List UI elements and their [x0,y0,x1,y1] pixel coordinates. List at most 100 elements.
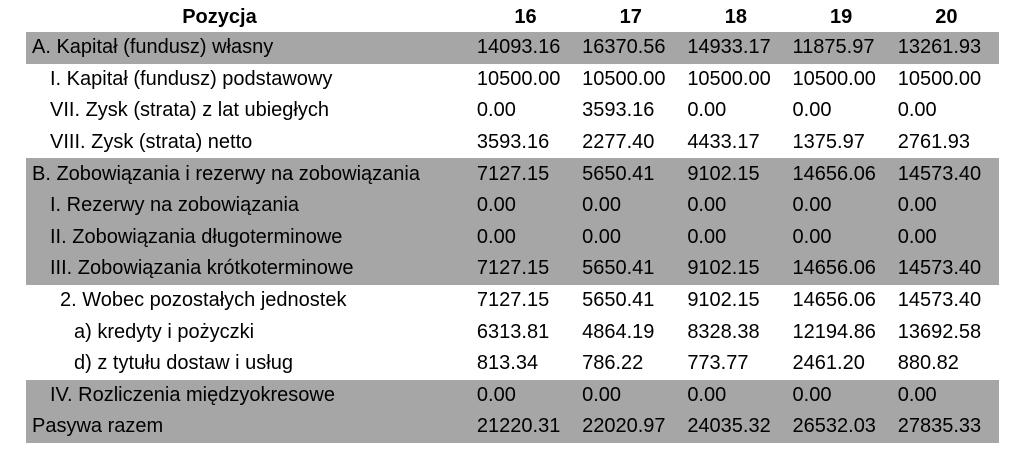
row-value-year-20: 2761.93 [897,131,971,154]
row-label: VII. Zysk (strata) z lat ubiegłych [50,99,329,122]
row-value-year-16: 0.00 [472,189,579,222]
row-value-year-18: 9102.15 [683,253,789,285]
row-value-year-17: 0.00 [578,221,684,254]
table-row: VII. Zysk (strata) z lat ubiegłych 0.00 35… [26,95,999,127]
row-value-year-20: 13261.93 [893,32,999,64]
row-value-year-19: 10500.00 [792,67,876,90]
row-value-year-18: 4433.17 [687,131,760,154]
row-value-year-18: 0.00 [683,189,789,222]
row-value-year-16: 10500.00 [476,67,561,90]
row-label: II. Zobowiązania długoterminowe [26,221,473,254]
row-value-year-20: 14573.40 [897,289,982,312]
row-value-year-18: 0.00 [687,99,727,122]
table-row: I. Kapitał (fundusz) podstawowy 10500.00 1… [26,64,999,96]
row-label: I. Rezerwy na zobowiązania [26,189,473,222]
row-value-year-18: 0.00 [683,221,789,254]
header-year: 18 [724,5,748,28]
row-value-year-19: 0.00 [788,221,894,254]
row-value-year-20: 0.00 [893,189,999,222]
row-value-year-17: 4864.19 [582,320,655,343]
row-value-year-19: 0.00 [788,379,894,412]
row-label: a) kredyty i pożyczki [74,320,255,343]
row-value-year-18: 773.77 [687,352,749,375]
header-row: Pozycja 16 17 18 19 20 [26,2,999,32]
header-year: 20 [935,5,958,28]
row-value-year-20: 13692.58 [897,320,982,343]
table-row: Pasywa razem 21220.31 22020.97 24035.32 2653… [26,411,999,443]
row-value-year-16: 21220.31 [472,411,579,443]
row-value-year-16: 7127.15 [476,289,550,312]
table-header: Pozycja 16 17 18 19 20 [26,2,999,32]
row-value-year-20: 0.00 [897,99,937,122]
row-value-year-20: 10500.00 [897,67,982,90]
row-value-year-18: 9102.15 [683,158,789,190]
row-value-year-19: 0.00 [792,99,832,122]
table-row: II. Zobowiązania długoterminowe 0.00 0.00 0… [26,221,999,254]
row-value-year-16: 14093.16 [472,32,579,64]
row-label: B. Zobowiązania i rezerwy na zobowiązani… [26,158,473,190]
row-value-year-18: 9102.15 [687,289,760,312]
row-value-year-17: 0.00 [578,189,684,222]
balance-sheet-liabilities-table-container: Pozycja 16 17 18 19 20 A. Kapitał (fundu… [26,2,999,443]
table-body: A. Kapitał (fundusz) własny 14093.16 16370… [26,32,999,443]
row-value-year-16: 0.00 [476,99,516,122]
row-value-year-16: 3593.16 [476,131,550,154]
table-row: IV. Rozliczenia międzyokresowe 0.00 0.00 0.… [26,379,999,412]
row-value-year-17: 0.00 [578,379,684,412]
header-year: 17 [619,5,642,28]
row-value-year-16: 0.00 [472,379,579,412]
table-row: d) z tytułu dostaw i usług 813.34 786.22 77… [26,348,999,380]
row-label: A. Kapitał (fundusz) własny [26,32,473,64]
row-value-year-18: 0.00 [683,379,789,412]
row-value-year-19: 0.00 [788,189,894,222]
row-value-year-16: 0.00 [472,221,579,254]
row-value-year-20: 880.82 [897,352,959,375]
row-value-year-17: 5650.41 [582,289,655,312]
row-value-year-17: 786.22 [582,352,644,375]
table-row: a) kredyty i pożyczki 6313.81 4864.19 8328.… [26,316,999,348]
row-value-year-20: 0.00 [893,221,999,254]
row-value-year-17: 10500.00 [582,67,666,90]
table-row: I. Rezerwy na zobowiązania 0.00 0.00 0.00 0.… [26,189,999,222]
row-value-year-16: 813.34 [476,352,539,375]
row-label: I. Kapitał (fundusz) podstawowy [50,67,333,90]
row-value-year-18: 8328.38 [687,320,760,343]
table-row: III. Zobowiązania krótkoterminowe 7127.15… [26,253,999,285]
row-value-year-20: 14573.40 [893,253,999,285]
row-label: VIII. Zysk (strata) netto [50,131,253,154]
table-row: A. Kapitał (fundusz) własny 14093.16 16370… [26,32,999,64]
row-value-year-18: 14933.17 [683,32,789,64]
row-value-year-16: 7127.15 [472,158,579,190]
row-label: 2. Wobec pozostałych jednostek [60,289,347,312]
row-value-year-17: 5650.41 [578,158,684,190]
row-value-year-19: 12194.86 [792,320,876,343]
row-value-year-19: 1375.97 [792,131,865,154]
row-label: d) z tytułu dostaw i usług [74,352,293,375]
row-label: IV. Rozliczenia międzyokresowe [26,379,473,412]
table-row: 2. Wobec pozostałych jednostek 7127.15 565… [26,285,999,317]
header-label-pozycja: Pozycja [182,5,257,28]
header-year: 19 [829,5,853,28]
table-row: B. Zobowiązania i rezerwy na zobowiązani… [26,158,999,190]
row-value-year-20: 27835.33 [893,411,999,443]
row-value-year-19: 2461.20 [792,352,865,375]
row-value-year-16: 7127.15 [472,253,579,285]
row-value-year-19: 14656.06 [788,253,894,285]
row-value-year-20: 14573.40 [893,158,999,190]
row-value-year-18: 24035.32 [683,411,789,443]
row-value-year-16: 6313.81 [476,320,550,343]
table-row: VIII. Zysk (strata) netto 3593.16 2277.40 4… [26,127,999,159]
row-value-year-17: 5650.41 [578,253,684,285]
row-value-year-19: 14656.06 [788,158,894,190]
row-label: III. Zobowiązania krótkoterminowe [26,253,473,285]
row-value-year-18: 10500.00 [687,67,771,90]
row-value-year-17: 16370.56 [578,32,684,64]
row-value-year-17: 22020.97 [578,411,684,443]
row-value-year-17: 2277.40 [582,131,655,154]
row-value-year-19: 26532.03 [788,411,894,443]
balance-sheet-liabilities-table: Pozycja 16 17 18 19 20 A. Kapitał (fundu… [26,2,999,443]
row-value-year-20: 0.00 [893,379,999,412]
row-label: Pasywa razem [26,411,473,443]
row-value-year-17: 3593.16 [582,99,655,122]
row-value-year-19: 14656.06 [792,289,876,312]
